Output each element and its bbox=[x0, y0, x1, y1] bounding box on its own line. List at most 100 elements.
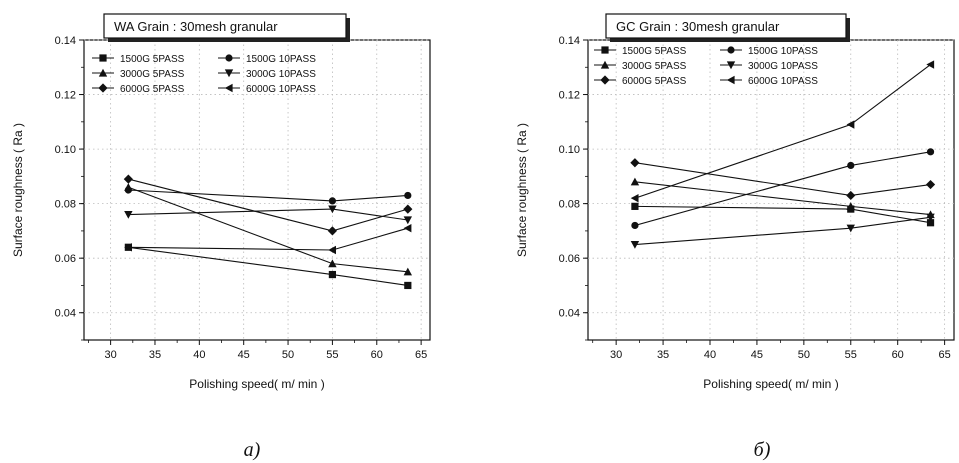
series-line bbox=[634, 205, 931, 224]
legend-marker bbox=[726, 61, 736, 70]
data-point bbox=[630, 240, 640, 249]
chart-title: GC Grain : 30mesh granular bbox=[616, 19, 780, 34]
legend-marker bbox=[224, 83, 233, 93]
data-point bbox=[403, 216, 413, 225]
x-tick-label: 40 bbox=[193, 349, 205, 361]
legend-entry: 1500G 10PASS bbox=[246, 54, 316, 65]
x-tick-label: 35 bbox=[657, 349, 669, 361]
series-line bbox=[128, 178, 408, 232]
x-tick-label: 55 bbox=[326, 349, 338, 361]
y-tick-label: 0.14 bbox=[55, 35, 76, 47]
x-tick-label: 45 bbox=[238, 349, 250, 361]
title-box bbox=[103, 13, 347, 39]
data-point bbox=[123, 174, 133, 184]
x-tick-label: 35 bbox=[149, 349, 161, 361]
legend-entry: 6000G 5PASS bbox=[622, 76, 687, 87]
data-point bbox=[846, 202, 855, 210]
data-point bbox=[630, 158, 640, 168]
legend-entry: 6000G 5PASS bbox=[120, 84, 185, 95]
title-box bbox=[605, 13, 847, 39]
data-point bbox=[328, 245, 337, 255]
legend-entry: 1500G 5PASS bbox=[622, 46, 687, 57]
chart-gc-grain: 0.04 0.06 0.08 0.10 0.12 0.14 30 35 40 45 50 55 60 65… bbox=[515, 13, 955, 461]
panel-caption: б) bbox=[754, 439, 771, 461]
y-tick-label: 0.04 bbox=[559, 308, 580, 320]
legend-marker bbox=[726, 75, 735, 85]
x-tick-label: 55 bbox=[845, 349, 857, 361]
data-point bbox=[328, 205, 337, 214]
data-point bbox=[846, 190, 856, 201]
legend-entry: 6000G 10PASS bbox=[246, 84, 316, 95]
x-tick-label: 65 bbox=[415, 349, 427, 361]
data-point bbox=[328, 197, 337, 205]
legend-entry: 3000G 5PASS bbox=[120, 69, 185, 80]
y-tick-label: 0.10 bbox=[559, 144, 580, 156]
chart-wa-grain: 0.04 0.06 0.08 0.10 0.12 0.14 30 35 40 45 50 55 60 65… bbox=[11, 13, 431, 461]
chart-title: WA Grain : 30mesh granular bbox=[114, 19, 278, 34]
x-tick-label: 45 bbox=[751, 349, 763, 361]
series-line bbox=[128, 246, 408, 286]
y-tick-label: 0.14 bbox=[559, 35, 580, 47]
legend-marker bbox=[727, 46, 735, 54]
series-line bbox=[634, 162, 931, 197]
data-point bbox=[846, 120, 855, 129]
y-tick-label: 0.04 bbox=[55, 308, 76, 320]
series-line bbox=[634, 151, 931, 226]
legend-entry: 3000G 5PASS bbox=[622, 61, 687, 72]
legend-entry: 1500G 5PASS bbox=[120, 54, 185, 65]
data-point bbox=[847, 161, 855, 170]
data-point bbox=[327, 226, 338, 236]
y-tick-label: 0.12 bbox=[559, 90, 580, 102]
x-tick-label: 50 bbox=[282, 349, 294, 361]
data-point bbox=[631, 202, 639, 210]
data-point bbox=[403, 267, 413, 276]
data-point bbox=[926, 60, 935, 69]
x-tick-label: 30 bbox=[104, 349, 116, 361]
data-point bbox=[328, 259, 337, 268]
legend-marker bbox=[225, 54, 233, 62]
series-line bbox=[634, 181, 931, 216]
data-point bbox=[631, 221, 639, 230]
legend-marker bbox=[600, 75, 610, 85]
x-tick-label: 60 bbox=[371, 349, 383, 361]
data-point bbox=[926, 148, 935, 156]
legend-marker bbox=[99, 54, 107, 62]
legend-marker bbox=[224, 69, 234, 78]
legend-entry: 6000G 10PASS bbox=[748, 76, 818, 87]
data-point bbox=[630, 177, 640, 186]
y-tick-label: 0.12 bbox=[55, 90, 76, 102]
data-point bbox=[925, 179, 936, 190]
x-axis-label: Polishing speed( m/ min ) bbox=[703, 377, 838, 391]
data-point bbox=[403, 223, 412, 233]
data-point bbox=[630, 193, 639, 203]
x-tick-label: 65 bbox=[938, 349, 950, 361]
legend-entry: 3000G 10PASS bbox=[246, 69, 316, 80]
legend-marker bbox=[98, 83, 108, 93]
y-axis-label: Surface roughness ( Ra ) bbox=[11, 123, 25, 257]
series-line bbox=[128, 189, 408, 202]
y-tick-label: 0.10 bbox=[55, 144, 76, 156]
legend-entry: 1500G 10PASS bbox=[748, 46, 818, 57]
legend-marker bbox=[601, 46, 609, 54]
data-point bbox=[328, 270, 337, 279]
data-point bbox=[926, 219, 935, 227]
data-point bbox=[124, 243, 132, 252]
data-point bbox=[926, 213, 935, 222]
panel-caption: a) bbox=[244, 439, 261, 461]
legend-entry: 3000G 10PASS bbox=[748, 61, 818, 72]
data-point bbox=[124, 183, 133, 191]
y-tick-label: 0.08 bbox=[559, 199, 580, 211]
legend-marker bbox=[98, 68, 108, 77]
data-point bbox=[404, 281, 412, 290]
x-tick-label: 30 bbox=[610, 349, 622, 361]
y-axis-label: Surface roughness ( Ra ) bbox=[515, 123, 529, 257]
y-tick-label: 0.06 bbox=[55, 253, 76, 265]
x-tick-label: 60 bbox=[892, 349, 904, 361]
y-tick-label: 0.08 bbox=[55, 199, 76, 211]
x-axis-label: Polishing speed( m/ min ) bbox=[189, 377, 324, 391]
legend-marker bbox=[600, 60, 610, 69]
data-point bbox=[846, 224, 855, 233]
series-line bbox=[634, 216, 931, 246]
x-tick-label: 40 bbox=[704, 349, 716, 361]
